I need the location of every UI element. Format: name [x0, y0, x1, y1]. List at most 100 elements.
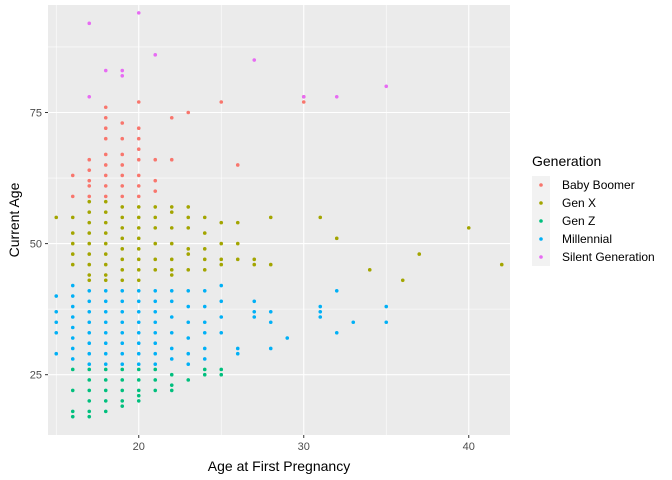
x-axis-ticks: 20 30 40 — [133, 435, 475, 453]
data-point — [103, 210, 108, 214]
data-point — [400, 278, 405, 283]
data-point — [136, 299, 141, 304]
data-point — [136, 100, 141, 104]
legend-label: Baby Boomer — [562, 178, 635, 192]
data-point — [70, 241, 75, 246]
data-point — [186, 336, 191, 340]
data-point — [202, 367, 207, 372]
data-point — [169, 241, 174, 246]
data-point — [169, 210, 174, 214]
data-point — [136, 226, 141, 230]
y-axis-title: Current Age — [6, 182, 22, 257]
data-point — [202, 231, 207, 235]
data-point — [120, 388, 125, 393]
legend: Baby Boomer Gen X Gen Z Millennial Silent Ge… — [532, 176, 655, 266]
data-point — [87, 273, 92, 277]
data-point — [186, 268, 191, 272]
data-point — [153, 388, 158, 393]
data-point — [219, 100, 224, 104]
data-point — [120, 309, 125, 314]
data-point — [87, 184, 92, 188]
data-point — [367, 268, 372, 272]
y-tick-label: 50 — [30, 239, 42, 251]
data-point — [120, 226, 125, 230]
data-point — [120, 288, 125, 293]
data-point — [87, 168, 92, 172]
data-point — [103, 320, 108, 325]
data-point — [153, 299, 158, 304]
data-point — [87, 231, 92, 235]
data-point — [186, 304, 191, 309]
data-point — [153, 53, 158, 57]
data-point — [499, 262, 504, 267]
data-point — [136, 205, 141, 209]
data-point — [87, 362, 92, 367]
data-point — [268, 215, 273, 220]
data-point — [186, 351, 191, 356]
legend-label: Gen Z — [562, 214, 595, 228]
data-point — [87, 299, 92, 304]
data-point — [186, 320, 191, 325]
data-point — [70, 231, 75, 235]
data-point — [202, 320, 207, 325]
data-point — [70, 346, 75, 351]
data-point — [136, 399, 141, 403]
y-tick-label: 25 — [30, 370, 42, 382]
data-point — [153, 330, 158, 335]
data-point — [169, 288, 174, 293]
data-point — [169, 257, 174, 262]
data-point — [103, 199, 108, 204]
data-point — [384, 304, 389, 309]
data-point — [186, 247, 191, 251]
data-point — [120, 362, 125, 367]
data-point — [169, 346, 174, 351]
data-point — [202, 330, 207, 335]
data-point — [70, 304, 75, 309]
data-point — [136, 351, 141, 356]
data-point — [103, 367, 108, 372]
data-point — [87, 309, 92, 314]
data-point — [70, 357, 75, 361]
data-points — [54, 11, 504, 419]
data-point — [186, 252, 191, 256]
legend-label: Gen X — [562, 196, 596, 210]
data-point — [136, 393, 141, 398]
data-point — [169, 383, 174, 387]
data-point — [87, 330, 92, 335]
data-point — [186, 226, 191, 230]
data-point — [136, 309, 141, 314]
data-point — [70, 194, 75, 199]
data-point — [153, 309, 158, 314]
data-point — [235, 163, 240, 167]
data-point — [219, 315, 224, 319]
data-point — [70, 388, 75, 393]
data-point — [70, 315, 75, 319]
data-point — [103, 378, 108, 382]
data-point — [169, 299, 174, 304]
y-axis-ticks: 25 50 75 — [30, 108, 48, 382]
data-point — [235, 220, 240, 225]
data-point — [202, 247, 207, 251]
data-point — [120, 341, 125, 346]
data-point — [70, 283, 75, 288]
data-point — [252, 58, 257, 62]
data-point — [120, 399, 125, 403]
data-point — [136, 194, 141, 199]
data-point — [120, 278, 125, 283]
data-point — [87, 21, 92, 26]
data-point — [169, 157, 174, 162]
legend-key-point — [539, 201, 543, 205]
data-point — [136, 278, 141, 283]
data-point — [103, 252, 108, 256]
data-point — [186, 205, 191, 209]
data-point — [301, 94, 306, 99]
data-point — [466, 226, 471, 230]
data-point — [103, 262, 108, 267]
data-point — [136, 215, 141, 220]
data-point — [70, 414, 75, 419]
data-point — [417, 252, 422, 256]
data-point — [120, 68, 125, 73]
data-point — [202, 268, 207, 272]
data-point — [120, 205, 125, 209]
data-point — [120, 215, 125, 220]
